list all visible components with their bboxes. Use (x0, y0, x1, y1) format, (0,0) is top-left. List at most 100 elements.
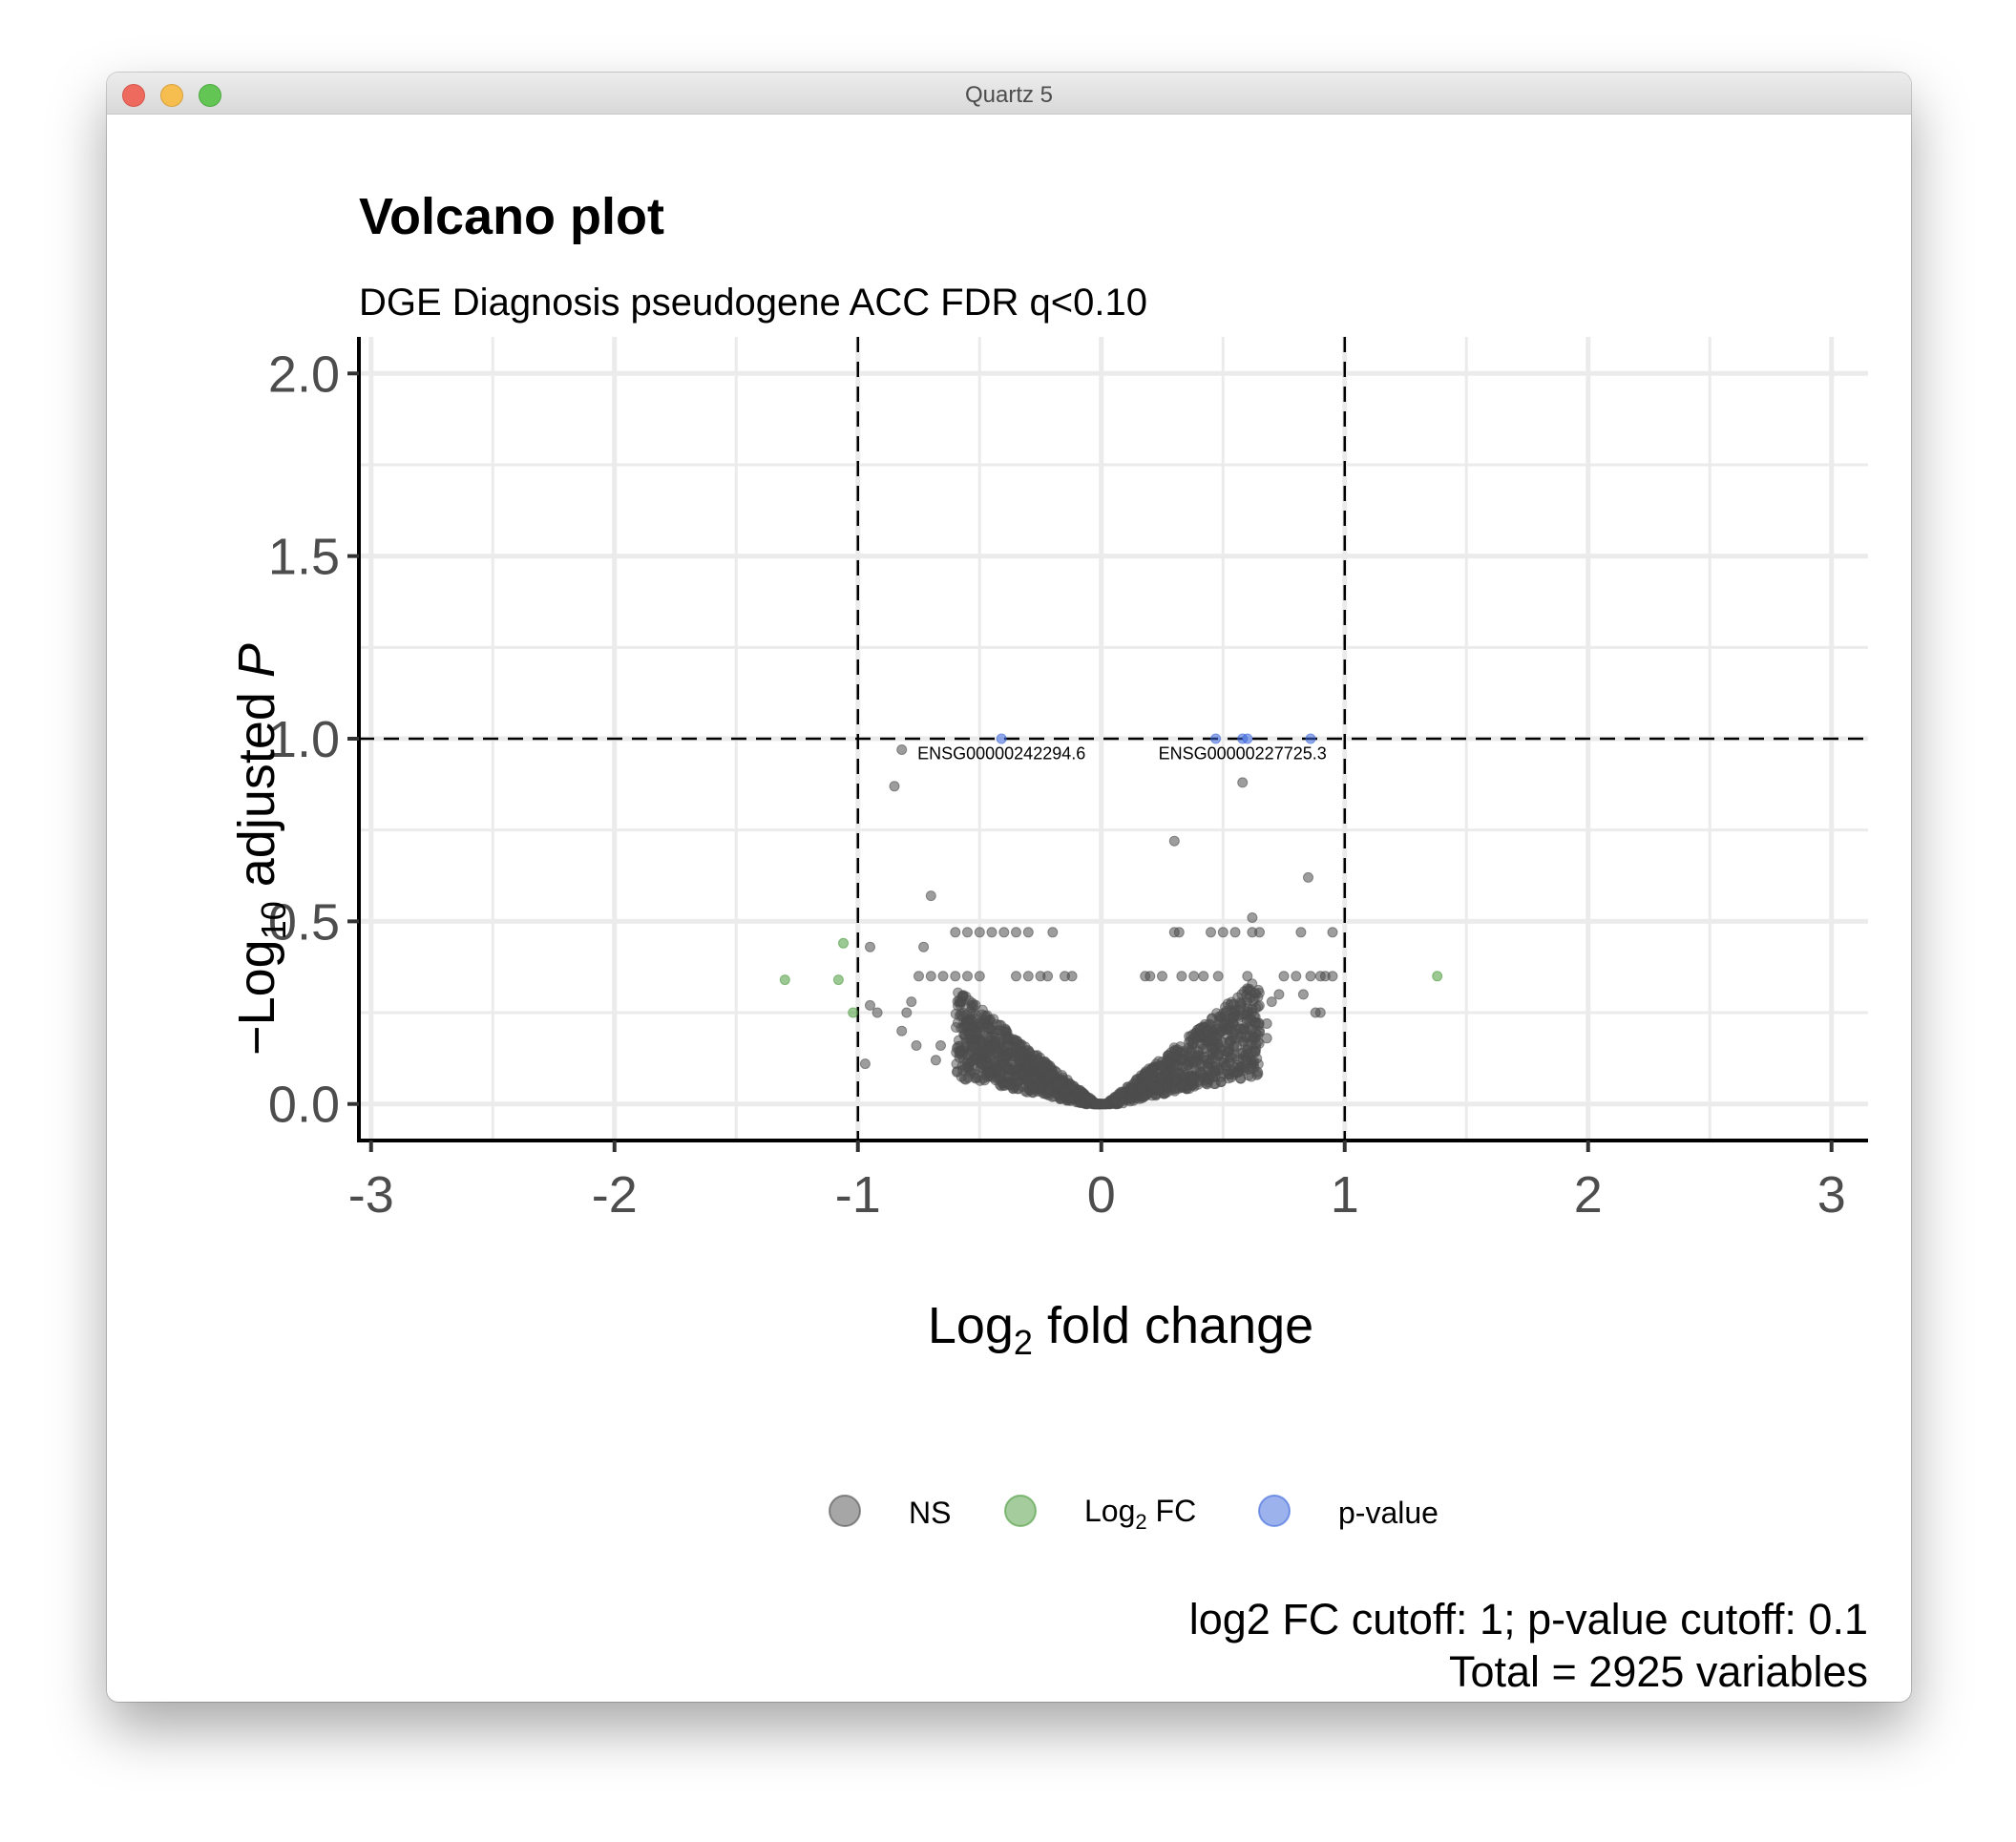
window-title: Quartz 5 (964, 82, 1054, 108)
ns-point (1295, 927, 1307, 938)
x-tick-label: 1 (1331, 1166, 1359, 1224)
log2fc-point (1432, 971, 1443, 982)
zoom-button[interactable] (199, 84, 221, 107)
ns-point (1229, 927, 1241, 938)
ns-point (1125, 1093, 1137, 1104)
log2fc-point (779, 974, 790, 986)
ns-point (937, 971, 949, 982)
pvalue-point (996, 733, 1007, 744)
ns-point (952, 1065, 963, 1077)
ns-point (1108, 1095, 1120, 1106)
ns-point (950, 1008, 961, 1019)
y-tick-label: 0.0 (268, 1077, 340, 1134)
axes: -3 -2 -1 0 1 2 3 0.0 0.5 1.0 1.5 2.0 (268, 337, 1868, 1224)
ns-point (1252, 1036, 1264, 1048)
ns-point (1017, 1068, 1028, 1079)
ns-point (1182, 1059, 1193, 1071)
ns-point (1212, 971, 1224, 982)
x-axis-title-subscript: 2 (1014, 1323, 1033, 1362)
ns-point (1242, 1055, 1253, 1066)
ns-point (1013, 1083, 1024, 1094)
ns-point (889, 781, 900, 792)
ns-point (1241, 1016, 1252, 1028)
ns-point (918, 941, 930, 952)
ns-point (1023, 1047, 1035, 1058)
ns-point (925, 971, 936, 982)
x-tick-label: -2 (592, 1166, 638, 1224)
ns-point (1022, 927, 1034, 938)
ns-point (1085, 1095, 1097, 1106)
ns-point (1249, 1045, 1260, 1057)
chart-title: Volcano plot (359, 188, 664, 245)
legend-swatch-ns (829, 1495, 861, 1527)
ns-point (935, 1040, 946, 1051)
ns-point (914, 971, 924, 982)
ns-point (1047, 927, 1059, 938)
legend: NS Log2 FC p-value (829, 1494, 1438, 1534)
ns-point (1194, 1058, 1206, 1070)
pvalue-point (1305, 733, 1316, 744)
ns-point (859, 1058, 871, 1070)
ns-point (974, 927, 985, 938)
ns-point (1297, 989, 1309, 1000)
ns-point (967, 1041, 978, 1053)
ns-point (1232, 992, 1244, 1003)
ns-point (1060, 1084, 1072, 1096)
ns-point (1138, 1091, 1149, 1102)
y-axis-title-middle: adjusted (228, 678, 285, 901)
ns-point (1144, 971, 1156, 982)
ns-point (872, 1007, 883, 1018)
ns-point (1222, 1023, 1233, 1035)
ns-point (970, 1072, 981, 1083)
point-annotation-label: ENSG00000227725.3 (1159, 743, 1327, 763)
legend-label-pvalue: p-value (1338, 1496, 1438, 1530)
ns-point (1176, 971, 1187, 982)
y-tick-label: 1.0 (268, 711, 340, 768)
x-tick-label: -3 (348, 1166, 394, 1224)
ns-point (986, 927, 998, 938)
close-button[interactable] (122, 84, 145, 107)
ns-point (962, 971, 973, 982)
ns-point (992, 1055, 1003, 1066)
ns-point (1057, 1070, 1068, 1081)
y-tick-label: 0.5 (268, 893, 340, 951)
legend-label-ns: NS (909, 1496, 951, 1530)
ns-point (1224, 1036, 1235, 1047)
pvalue-point (1210, 733, 1222, 744)
legend-swatch-pvalue (1258, 1495, 1291, 1527)
ns-point (1042, 971, 1054, 982)
ns-point (1197, 1039, 1208, 1051)
x-tick-label: 2 (1574, 1166, 1603, 1224)
ns-point (968, 999, 979, 1011)
point-annotation-label: ENSG00000242294.6 (917, 743, 1085, 763)
ns-point (984, 1023, 996, 1035)
caption-line-1: log2 FC cutoff: 1; p-value cutoff: 0.1 (1189, 1595, 1868, 1643)
ns-point (925, 890, 936, 902)
cutoff-lines (359, 337, 1868, 1141)
ns-point (1254, 1025, 1265, 1036)
ns-point (1002, 1033, 1013, 1044)
volcano-plot: Volcano plot DGE Diagnosis pseudogene AC… (228, 188, 1868, 1696)
legend-label-log2fc-rest: FC (1147, 1494, 1197, 1528)
x-tick-label: -1 (835, 1166, 881, 1224)
ns-point (1266, 996, 1277, 1008)
ns-point (1000, 1061, 1012, 1073)
ns-point (976, 1057, 988, 1069)
ns-point (1155, 1073, 1166, 1084)
ns-point (1172, 1044, 1184, 1056)
x-tick-label: 3 (1817, 1166, 1846, 1224)
ns-point (955, 1047, 966, 1058)
x-axis-title: Log2 fold change (928, 1297, 1313, 1362)
minimize-button[interactable] (160, 84, 183, 107)
ns-point (1164, 1057, 1175, 1068)
ns-point (1222, 1046, 1233, 1057)
x-axis-title-rest: fold change (1033, 1297, 1313, 1354)
ns-point (896, 1025, 908, 1036)
legend-swatch-log2fc (1004, 1495, 1037, 1527)
ns-point (951, 1022, 961, 1033)
ns-point (1261, 1018, 1272, 1029)
ns-point (1225, 999, 1236, 1010)
ns-point (1011, 1035, 1022, 1046)
y-tick-label: 2.0 (268, 345, 340, 403)
ns-point (1231, 1041, 1243, 1053)
